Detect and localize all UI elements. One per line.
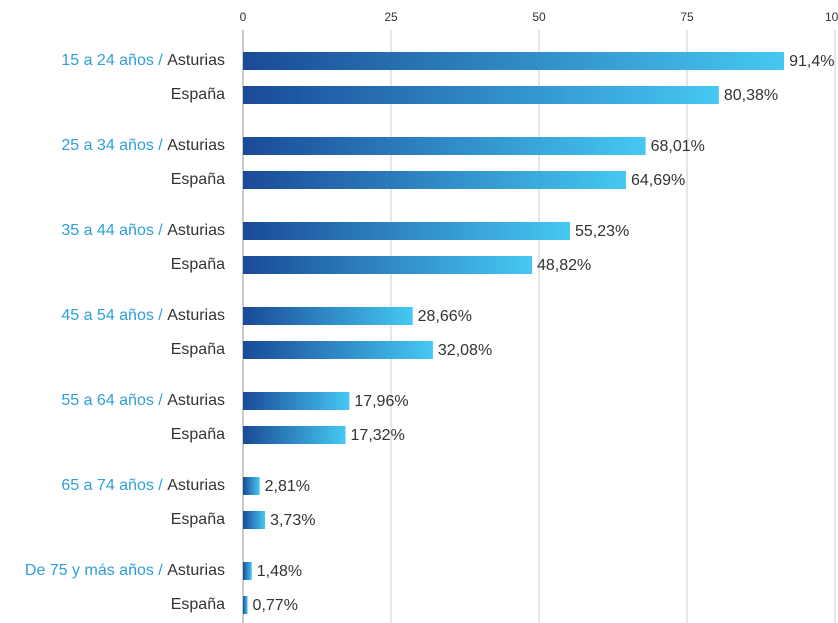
- value-label: 2,81%: [265, 478, 310, 495]
- bar: [243, 477, 260, 495]
- row-label: España: [171, 426, 225, 443]
- row-label: 45 a 54 años / Asturias: [61, 307, 225, 324]
- row-label: 65 a 74 años / Asturias: [61, 477, 225, 494]
- value-label: 64,69%: [631, 172, 685, 189]
- bar: [243, 256, 533, 274]
- value-label: 0,77%: [253, 597, 298, 614]
- value-label: 68,01%: [651, 138, 705, 155]
- series-label: Asturias: [167, 137, 225, 154]
- bar: [243, 171, 626, 189]
- row-label: 25 a 34 años / Asturias: [61, 137, 225, 154]
- bar: [243, 392, 350, 410]
- category-label: 25 a 34 años /: [61, 137, 163, 154]
- series-label: Asturias: [167, 307, 225, 324]
- x-tick-label: 0: [240, 10, 247, 24]
- row-label: España: [171, 596, 225, 613]
- x-tick-label: 50: [532, 10, 546, 24]
- value-label: 91,4%: [789, 53, 834, 70]
- series-label: España: [171, 341, 225, 358]
- series-label: Asturias: [167, 52, 225, 69]
- category-label: 65 a 74 años /: [61, 477, 163, 494]
- bar: [243, 596, 248, 614]
- bar: [243, 86, 719, 104]
- value-label: 17,96%: [354, 393, 408, 410]
- row-label: 15 a 24 años / Asturias: [61, 52, 225, 69]
- row-label: 35 a 44 años / Asturias: [61, 222, 225, 239]
- series-label: España: [171, 511, 225, 528]
- value-label: 1,48%: [257, 563, 302, 580]
- row-label: 55 a 64 años / Asturias: [61, 392, 225, 409]
- bar: [243, 307, 413, 325]
- row-label: España: [171, 171, 225, 188]
- row-label: España: [171, 341, 225, 358]
- row-label: De 75 y más años / Asturias: [25, 562, 225, 579]
- bar: [243, 52, 785, 70]
- series-label: Asturias: [167, 392, 225, 409]
- series-label: Asturias: [167, 562, 225, 579]
- value-label: 32,08%: [438, 342, 492, 359]
- value-label: 55,23%: [575, 223, 629, 240]
- series-label: España: [171, 426, 225, 443]
- x-tick-label: 100: [825, 10, 838, 24]
- category-label: 35 a 44 años /: [61, 222, 163, 239]
- value-label: 3,73%: [270, 512, 315, 529]
- bar: [243, 137, 646, 155]
- row-label: España: [171, 86, 225, 103]
- bar: [243, 341, 433, 359]
- row-label: España: [171, 511, 225, 528]
- value-label: 28,66%: [418, 308, 472, 325]
- category-label: 45 a 54 años /: [61, 307, 163, 324]
- series-label: España: [171, 596, 225, 613]
- series-label: España: [171, 256, 225, 273]
- value-label: 48,82%: [537, 257, 591, 274]
- series-label: España: [171, 86, 225, 103]
- bar: [243, 562, 252, 580]
- series-label: España: [171, 171, 225, 188]
- x-tick-label: 75: [680, 10, 694, 24]
- x-tick-label: 25: [384, 10, 398, 24]
- bar: [243, 426, 346, 444]
- row-label: España: [171, 256, 225, 273]
- value-label: 17,32%: [351, 427, 405, 444]
- bar: [243, 511, 266, 529]
- series-label: Asturias: [167, 222, 225, 239]
- bar: [243, 222, 570, 240]
- category-label: 15 a 24 años /: [61, 52, 163, 69]
- category-label: 55 a 64 años /: [61, 392, 163, 409]
- category-label: De 75 y más años /: [25, 562, 163, 579]
- series-label: Asturias: [167, 477, 225, 494]
- value-label: 80,38%: [724, 87, 778, 104]
